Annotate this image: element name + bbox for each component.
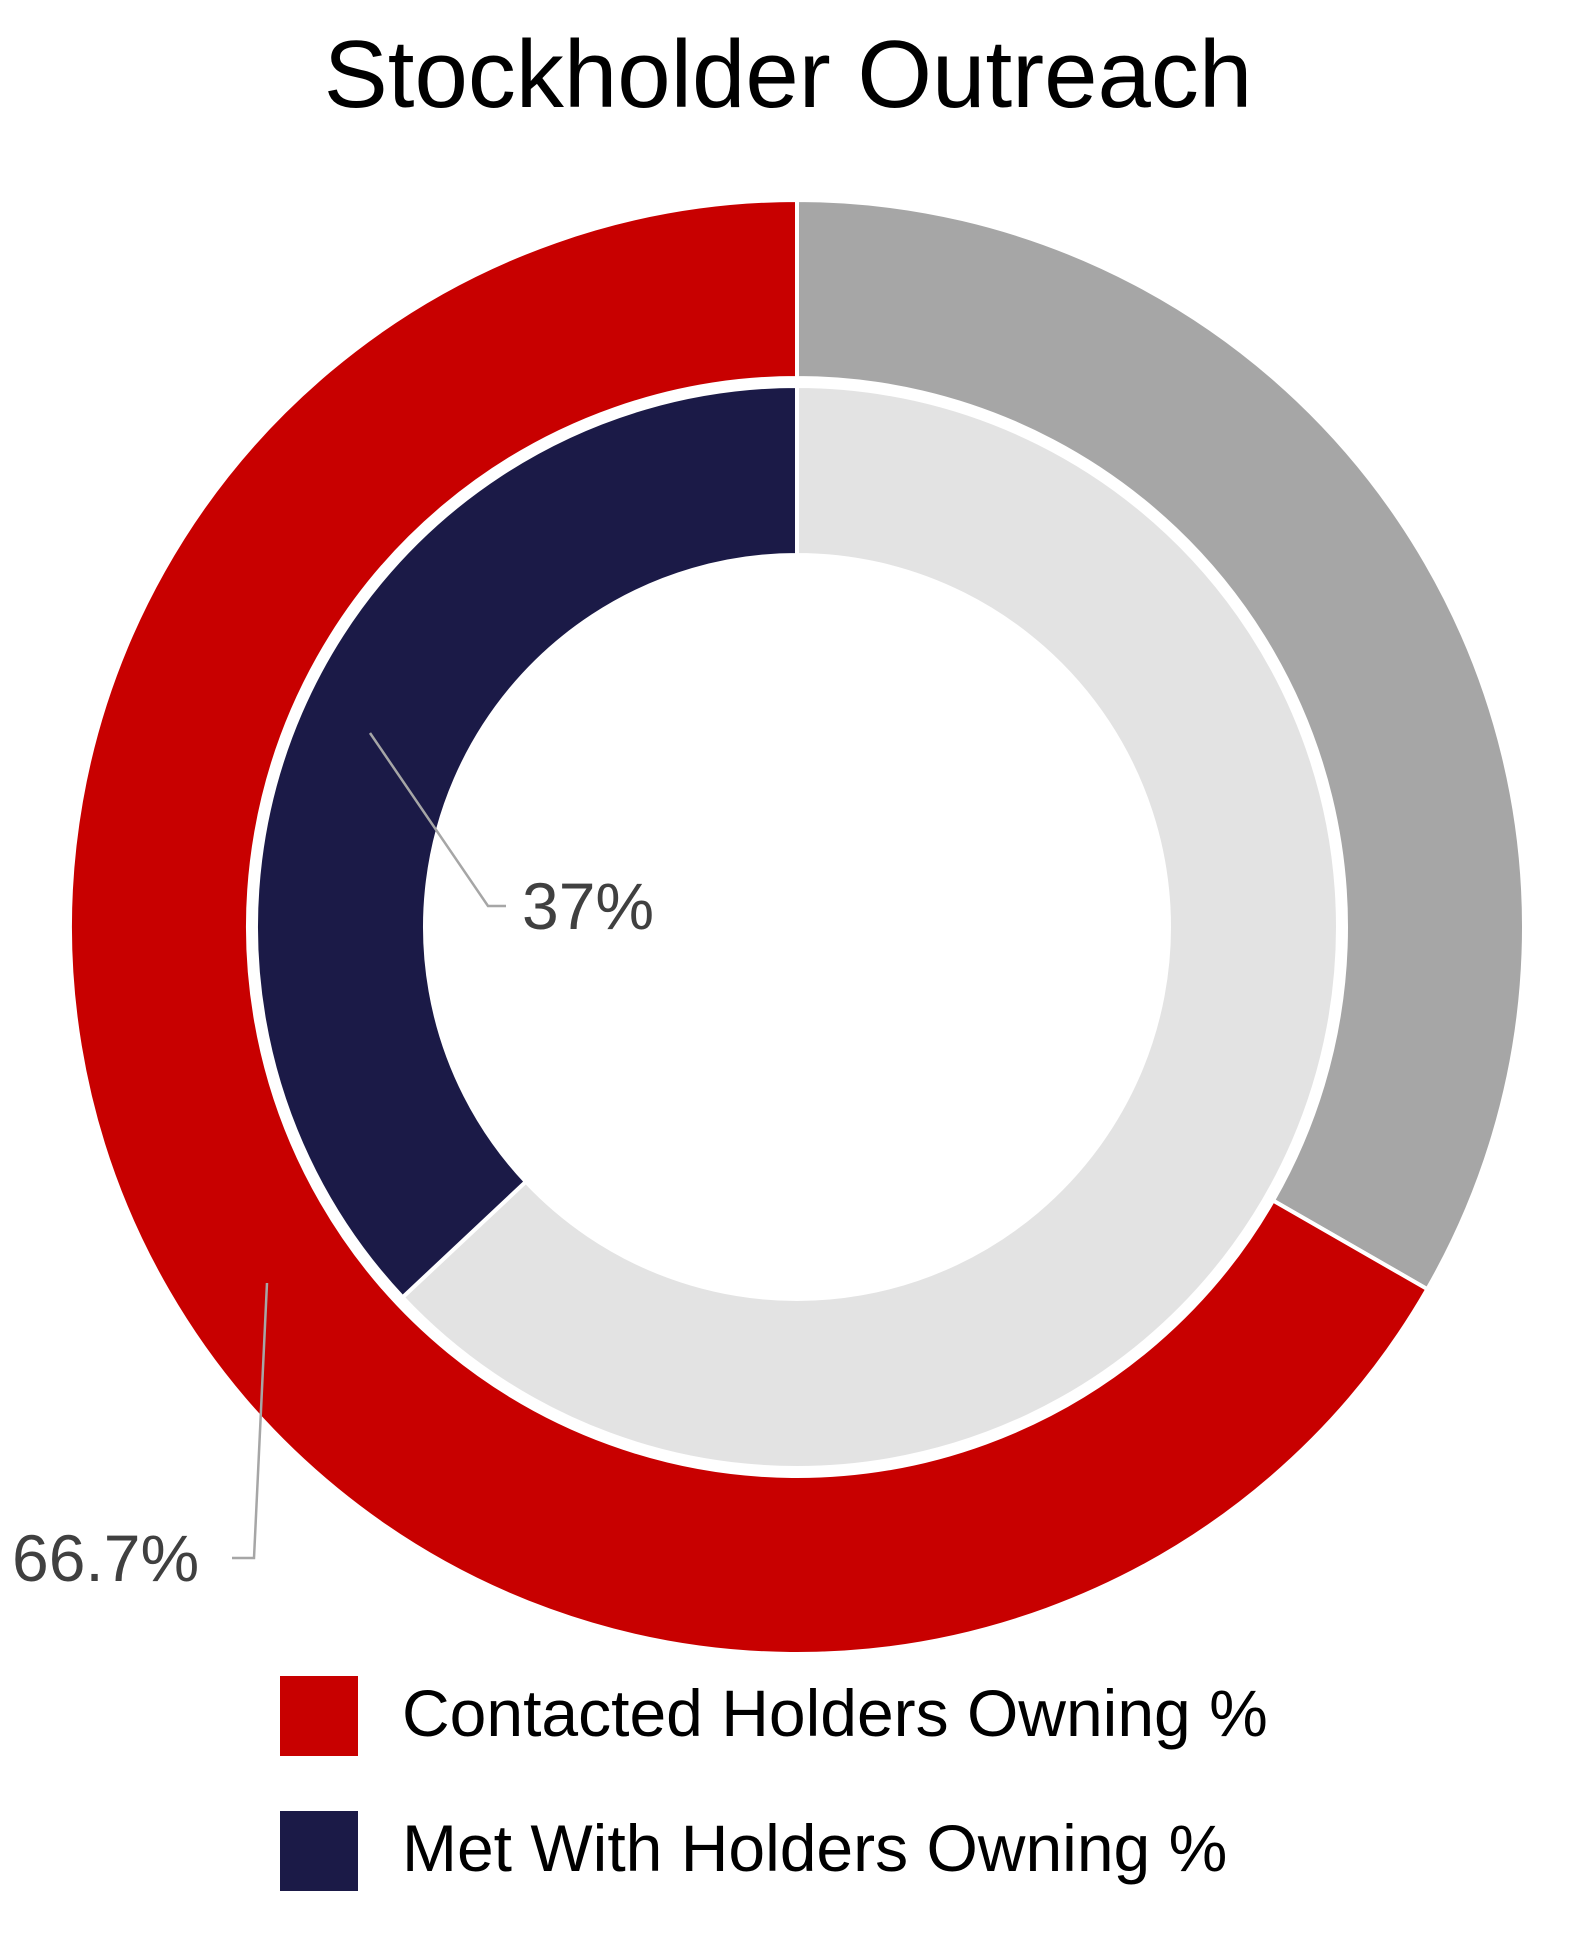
chart-title: Stockholder Outreach — [323, 21, 1253, 128]
outer-ring-remainder-segment — [795, 197, 1526, 1292]
legend-label-met: Met With Holders Owning % — [402, 1811, 1228, 1885]
leader-line-outer — [232, 1282, 269, 1560]
doughnut-rings — [67, 197, 1526, 1656]
inner-ring-remainder-segment — [399, 383, 1340, 1470]
legend-swatch-contacted — [280, 1676, 358, 1756]
leader-line-inner — [368, 732, 506, 908]
legend-label-contacted: Contacted Holders Owning % — [402, 1676, 1268, 1750]
data-label-met: 37% — [522, 869, 655, 943]
data-label-contacted: 66.7% — [12, 1521, 200, 1595]
inner-ring-value-segment — [254, 383, 799, 1301]
legend-swatch-met — [280, 1811, 358, 1891]
outer-ring-value-segment — [67, 197, 1431, 1656]
